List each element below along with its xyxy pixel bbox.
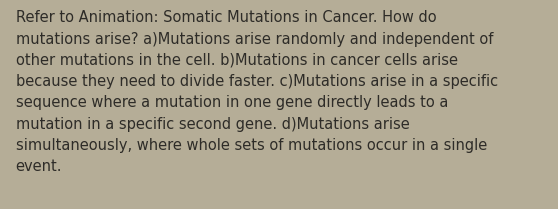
Text: Refer to Animation: Somatic Mutations in Cancer. How do
mutations arise? a)Mutat: Refer to Animation: Somatic Mutations in… [16, 10, 498, 174]
